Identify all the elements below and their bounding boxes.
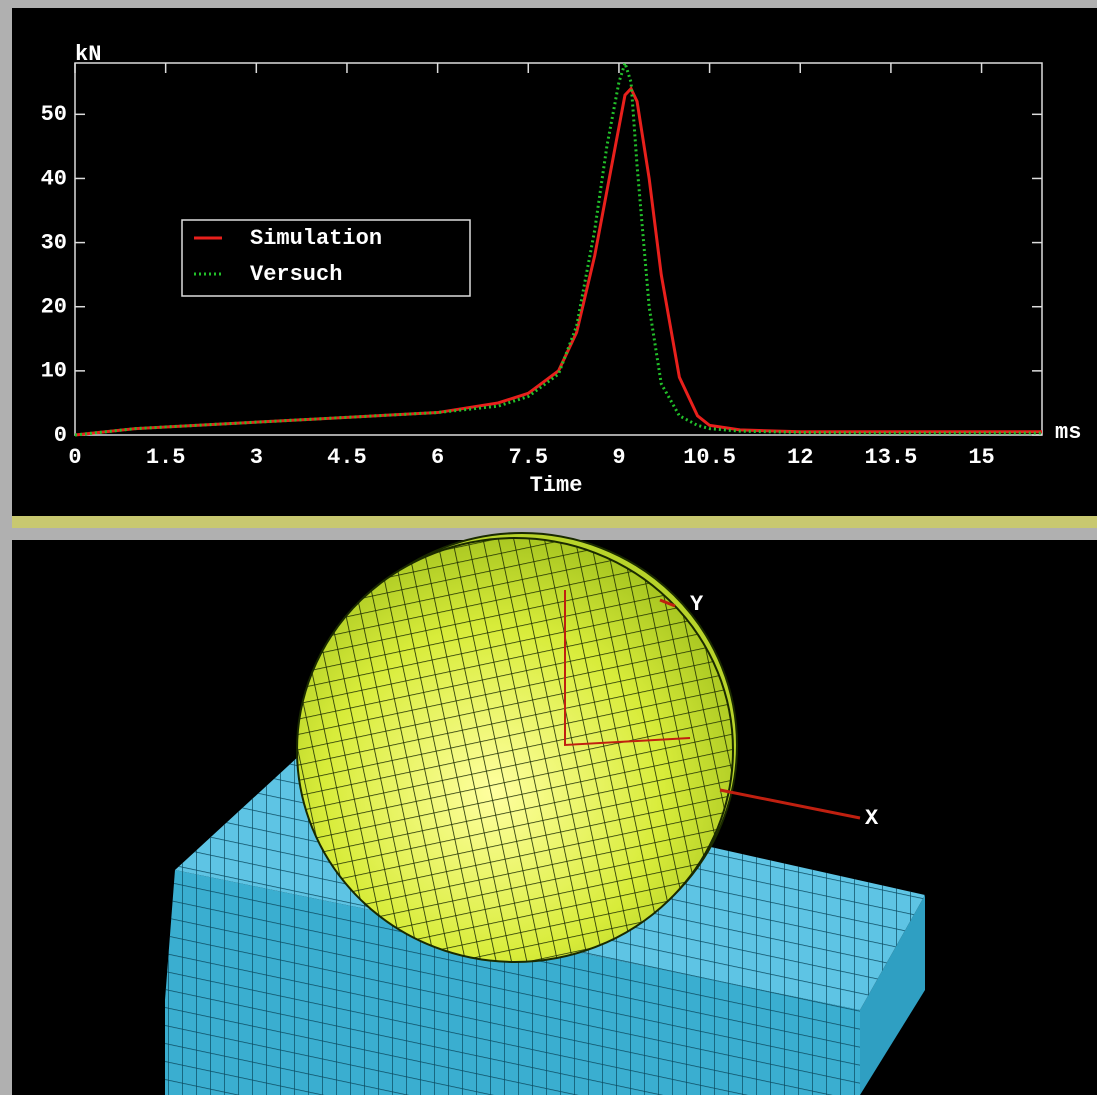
x-tick-label: 10.5 [683, 445, 736, 470]
y-tick-label: 0 [54, 423, 67, 448]
axis-label-x: X [865, 806, 879, 831]
y-tick-label: 10 [41, 359, 67, 384]
y-tick-label: 40 [41, 166, 67, 191]
plot-panel [12, 8, 1097, 516]
x-tick-label: 12 [787, 445, 813, 470]
x-tick-label: 1.5 [146, 445, 186, 470]
axis-label-y: Y [690, 592, 704, 617]
x-tick-label: 7.5 [508, 445, 548, 470]
y-tick-label: 50 [41, 102, 67, 127]
splitter[interactable] [12, 516, 1097, 528]
x-tick-label: 4.5 [327, 445, 367, 470]
x-tick-label: 0 [68, 445, 81, 470]
x-tick-label: 9 [612, 445, 625, 470]
y-tick-label: 20 [41, 295, 67, 320]
x-axis-label: Time [530, 473, 583, 498]
page: Y X kN ms Time 0102030405001.534.567.591… [0, 0, 1097, 1095]
y-tick-label: 30 [41, 230, 67, 255]
screen: Y X kN ms Time 0102030405001.534.567.591… [0, 0, 1097, 1095]
x-unit: ms [1055, 420, 1081, 445]
x-tick-label: 6 [431, 445, 444, 470]
legend-label: Simulation [250, 226, 382, 251]
x-tick-label: 3 [250, 445, 263, 470]
legend-label: Versuch [250, 262, 342, 287]
x-tick-label: 15 [968, 445, 994, 470]
x-tick-label: 13.5 [865, 445, 918, 470]
